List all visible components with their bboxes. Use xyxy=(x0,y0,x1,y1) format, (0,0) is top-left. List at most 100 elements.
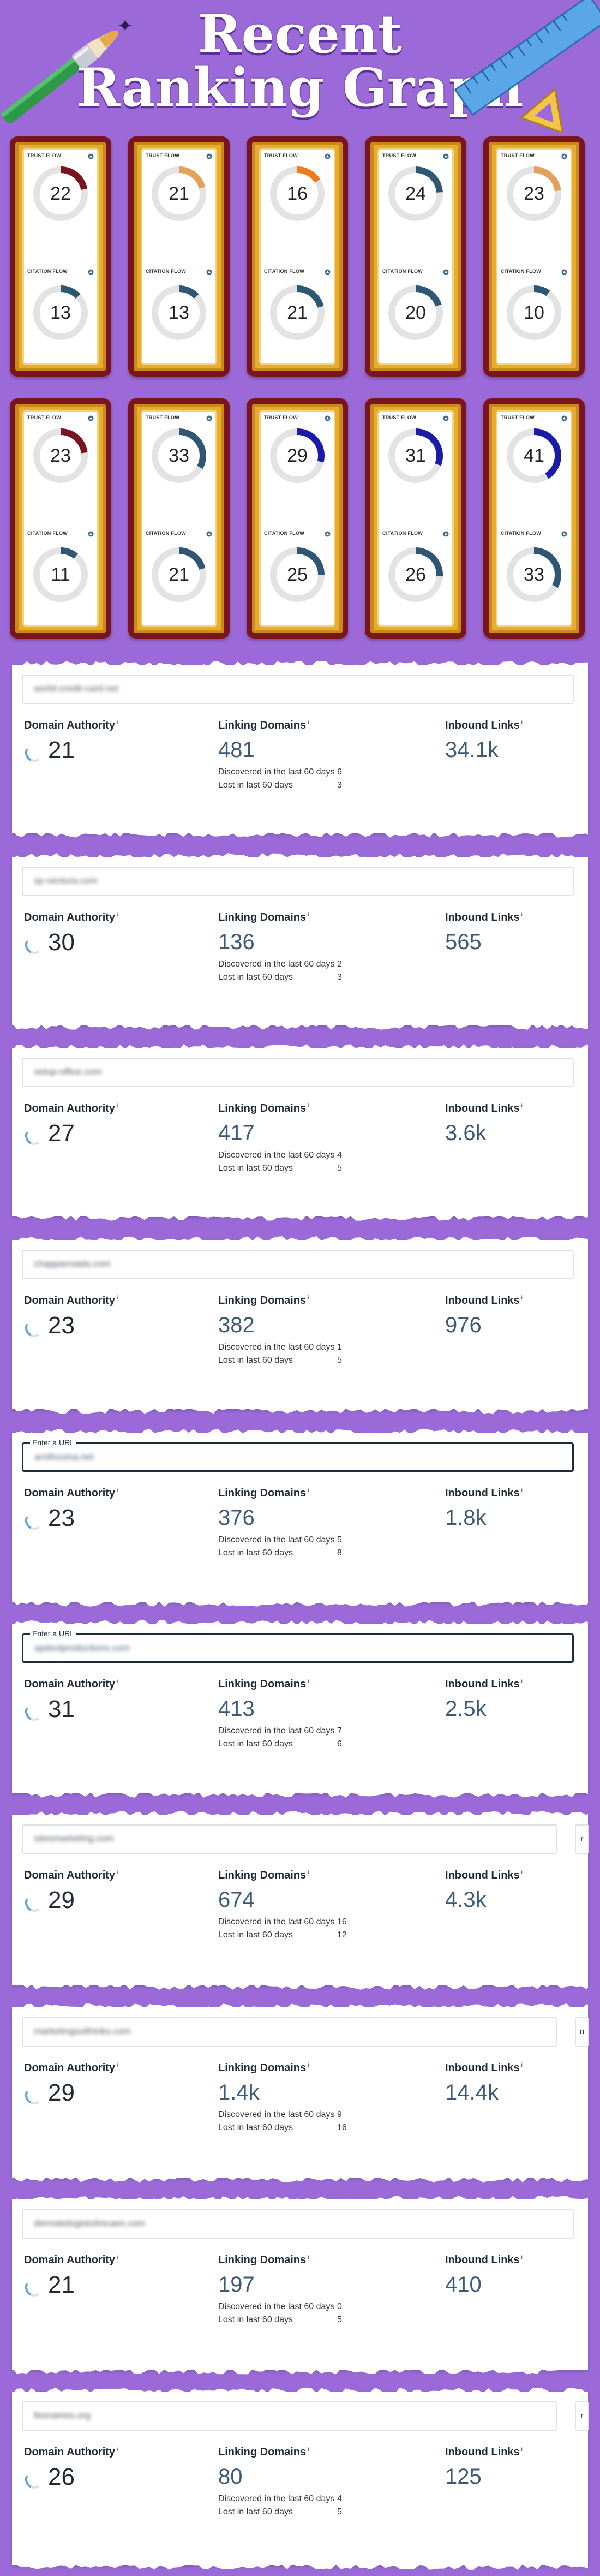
domain-authority-title: Domain Authority i xyxy=(24,1295,118,1307)
torn-edge-top xyxy=(12,2196,588,2203)
domain-authority-title: Domain Authority i xyxy=(24,1869,118,1882)
url-input[interactable]: world-credit-card.net xyxy=(22,675,574,704)
url-input[interactable]: dermatologistclinicaes.com xyxy=(22,2209,574,2239)
trust-flow-value: 29 xyxy=(287,445,308,466)
info-icon[interactable]: i xyxy=(117,1679,118,1685)
linking-domains-title-text: Linking Domains xyxy=(218,1295,307,1307)
info-icon[interactable]: i xyxy=(308,1295,309,1302)
trust-flow-label: TRUST FLOW xyxy=(382,153,416,158)
domain-authority-title-text: Domain Authority xyxy=(24,1869,116,1881)
flow-card-sheet: TRUST FLOW 41 CITATION FLOW 33 xyxy=(497,412,571,625)
info-icon[interactable]: i xyxy=(117,2255,118,2261)
info-icon[interactable]: i xyxy=(117,1295,118,1302)
linking-domains-title-text: Linking Domains xyxy=(218,1102,307,1114)
url-input[interactable]: Enter a URL apdsolproductions.com xyxy=(22,1629,574,1663)
citation-flow-label: CITATION FLOW xyxy=(501,530,542,536)
info-icon[interactable]: i xyxy=(521,1488,523,1494)
citation-flow-label: CITATION FLOW xyxy=(382,530,423,536)
citation-flow-value: 13 xyxy=(169,302,189,323)
trust-flow-donut xyxy=(33,166,88,221)
flow-card: TRUST FLOW 21 CITATION FLOW 13 xyxy=(128,136,230,377)
loading-spinner-icon xyxy=(25,2283,39,2297)
info-icon[interactable]: i xyxy=(521,2255,523,2261)
inbound-links-title-text: Inbound Links xyxy=(445,2446,520,2458)
inbound-links-title-text: Inbound Links xyxy=(445,2062,520,2074)
trust-flow-value: 21 xyxy=(169,183,189,204)
info-icon[interactable]: i xyxy=(117,2447,118,2453)
linking-domains-title: Linking Domains i xyxy=(218,2254,309,2267)
inbound-links-title-text: Inbound Links xyxy=(445,911,520,923)
discovered-value: 16 xyxy=(337,1917,347,1927)
info-icon[interactable]: i xyxy=(117,2062,118,2069)
citation-flow-donut xyxy=(152,547,206,602)
linking-domains-title-text: Linking Domains xyxy=(218,1487,307,1499)
info-icon[interactable]: i xyxy=(521,1103,523,1110)
info-icon[interactable]: i xyxy=(117,1103,118,1110)
url-input-value: feonames.org xyxy=(34,2410,91,2420)
info-icon[interactable]: i xyxy=(308,1870,309,1876)
info-icon[interactable]: i xyxy=(308,720,309,726)
info-icon[interactable]: i xyxy=(308,1679,309,1685)
lost-value: 3 xyxy=(337,973,342,982)
url-input[interactable]: feonames.org xyxy=(22,2401,557,2431)
lost-value: 5 xyxy=(337,1356,342,1365)
majestic-logo-icon xyxy=(561,531,567,537)
page-title-line2: Ranking Graph xyxy=(76,57,524,118)
citation-flow-arc xyxy=(152,285,206,340)
domain-authority-title-text: Domain Authority xyxy=(24,1295,116,1307)
info-icon[interactable]: i xyxy=(308,2447,309,2453)
info-icon[interactable]: i xyxy=(117,1870,118,1876)
info-icon[interactable]: i xyxy=(308,2255,309,2261)
url-input[interactable]: setup-office.com xyxy=(22,1058,574,1087)
torn-edge-top xyxy=(12,1044,588,1051)
url-input-value: world-credit-card.net xyxy=(34,683,118,694)
info-icon[interactable]: i xyxy=(117,912,118,919)
trust-flow-arc xyxy=(507,428,561,483)
flow-card-sheet: TRUST FLOW 31 CITATION FLOW 26 xyxy=(379,412,452,625)
info-icon[interactable]: i xyxy=(521,2447,523,2453)
url-input[interactable]: sitesmarketing.com xyxy=(22,1824,557,1854)
majestic-logo-icon xyxy=(325,153,331,159)
trust-flow-donut xyxy=(270,166,325,221)
inbound-links-title: Inbound Links i xyxy=(445,1102,523,1115)
info-icon[interactable]: i xyxy=(117,1488,118,1494)
domain-authority-title: Domain Authority i xyxy=(24,1102,118,1115)
info-icon[interactable]: i xyxy=(308,2062,309,2069)
linking-domains-value: 376 xyxy=(218,1506,255,1530)
analyze-button[interactable]: n xyxy=(575,2017,589,2047)
info-icon[interactable]: i xyxy=(521,912,523,919)
url-input[interactable]: sp-ventura.com xyxy=(22,867,574,896)
lost-value: 16 xyxy=(337,2123,347,2132)
inbound-links-title: Inbound Links i xyxy=(445,1295,523,1307)
lost-label: Lost in last 60 days xyxy=(218,973,293,982)
domain-authority-title: Domain Authority i xyxy=(24,1487,118,1500)
info-icon[interactable]: i xyxy=(308,1103,309,1110)
citation-flow-arc xyxy=(152,547,206,602)
info-icon[interactable]: i xyxy=(117,720,118,726)
url-input[interactable]: chapparroads.com xyxy=(22,1250,574,1279)
analyze-button[interactable]: r xyxy=(575,1824,589,1854)
analyze-button[interactable]: r xyxy=(575,2401,589,2431)
loading-spinner-icon xyxy=(25,1131,39,1145)
inbound-links-value: 3.6k xyxy=(445,1121,487,1145)
info-icon[interactable]: i xyxy=(521,1870,523,1876)
info-icon[interactable]: i xyxy=(521,1679,523,1685)
page-title-line1: Recent xyxy=(197,3,403,65)
discovered-label: Discovered in the last 60 days xyxy=(218,1917,335,1927)
info-icon[interactable]: i xyxy=(521,720,523,726)
citation-flow-value: 20 xyxy=(405,302,426,323)
info-icon[interactable]: i xyxy=(308,912,309,919)
trust-flow-value: 22 xyxy=(50,183,71,204)
citation-flow-value: 11 xyxy=(51,564,70,585)
info-icon[interactable]: i xyxy=(521,2062,523,2069)
majestic-logo-icon xyxy=(325,531,331,537)
torn-edge-top xyxy=(12,1236,588,1243)
majestic-logo-icon xyxy=(206,531,212,537)
info-icon[interactable]: i xyxy=(521,1295,523,1302)
url-input[interactable]: Enter a URL arnthosma.net xyxy=(22,1438,574,1472)
url-input[interactable]: marketingsolthinks.com xyxy=(22,2017,557,2047)
info-icon[interactable]: i xyxy=(308,1488,309,1494)
inbound-links-value: 125 xyxy=(445,2465,482,2489)
discovered-value: 9 xyxy=(337,2110,342,2119)
url-input-label: Enter a URL xyxy=(30,1629,77,1638)
